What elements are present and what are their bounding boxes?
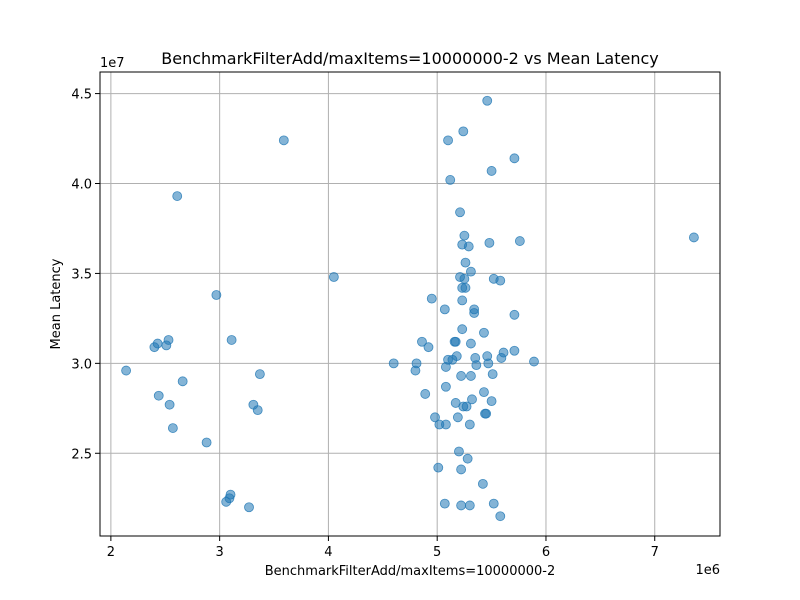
data-point (456, 500, 467, 511)
y-tick-label: 3.0 (71, 357, 92, 372)
data-point (509, 309, 520, 320)
y-axis-label: Mean Latency (49, 258, 64, 349)
data-point (450, 336, 461, 347)
scatter-points (121, 95, 699, 522)
y-tick-label: 2.5 (71, 447, 92, 462)
y-tick-label: 4.5 (71, 88, 92, 103)
data-point (328, 272, 339, 282)
data-point (420, 389, 431, 399)
data-point (254, 369, 265, 380)
data-point (388, 358, 399, 369)
data-point (443, 135, 453, 146)
data-point (167, 423, 178, 433)
x-tick-label: 5 (433, 545, 441, 560)
data-point (498, 347, 509, 358)
x-tick-label: 2 (107, 545, 115, 560)
data-point (471, 360, 482, 371)
data-point (451, 351, 462, 362)
data-point (459, 230, 470, 241)
data-point (455, 207, 465, 218)
data-point (466, 371, 476, 381)
data-point (460, 257, 471, 268)
data-point (487, 369, 498, 380)
data-point (445, 175, 456, 185)
data-point (461, 401, 472, 412)
x-axis-label: BenchmarkFilterAdd/maxItems=10000000-2 (265, 564, 556, 579)
data-point (153, 390, 164, 401)
data-point (457, 324, 468, 335)
data-point (495, 511, 506, 522)
data-point (463, 241, 474, 252)
data-point (430, 412, 440, 423)
data-point (486, 166, 497, 176)
data-point (483, 358, 494, 369)
data-point (477, 478, 488, 489)
data-point (278, 135, 289, 146)
y-tick-label: 4.0 (71, 178, 92, 193)
data-point (172, 191, 183, 201)
data-point (481, 408, 492, 419)
data-point (460, 282, 471, 293)
data-point (459, 273, 470, 284)
data-point (479, 387, 489, 398)
data-point (456, 371, 467, 381)
chart-title: BenchmarkFilterAdd/maxItems=10000000-2 v… (161, 49, 658, 68)
data-point (226, 335, 237, 345)
data-point (411, 358, 422, 369)
data-point (688, 232, 699, 243)
data-point (466, 338, 476, 349)
data-point (509, 345, 520, 356)
data-point (458, 126, 469, 137)
data-point (440, 419, 451, 430)
data-point (469, 304, 480, 315)
data-point (462, 453, 473, 464)
data-point (454, 446, 464, 457)
data-point (439, 498, 450, 509)
data-point (467, 394, 477, 405)
y-tick-label: 3.5 (71, 267, 92, 282)
x-tick-label: 6 (542, 545, 550, 560)
data-point (152, 338, 163, 349)
x-tick-label: 3 (216, 545, 224, 560)
data-point (484, 237, 495, 248)
data-point (529, 356, 539, 367)
data-point (439, 304, 450, 315)
data-point (482, 95, 493, 106)
data-point (479, 327, 489, 338)
data-point (121, 365, 132, 376)
data-point (456, 464, 467, 475)
data-point (464, 419, 475, 430)
plot-area-frame (99, 71, 721, 537)
y-axis-offset-label: 1e7 (100, 56, 125, 71)
data-point (417, 336, 427, 347)
data-point (466, 266, 476, 277)
x-tick-label: 7 (651, 545, 659, 560)
grid-lines (100, 72, 720, 536)
data-point (486, 396, 497, 407)
data-point (514, 236, 525, 246)
data-point (423, 342, 434, 353)
data-point (452, 412, 463, 423)
data-point (495, 275, 506, 286)
x-axis-ticks: 2 3 4 5 6 7 (107, 536, 659, 560)
data-point (426, 293, 437, 304)
data-point (225, 489, 236, 500)
data-point (433, 462, 444, 473)
data-point (488, 498, 499, 509)
data-point (464, 500, 475, 511)
data-point (177, 376, 188, 387)
y-axis-ticks: 2.5 3.0 3.5 4.0 4.5 (71, 88, 100, 462)
data-point (509, 153, 520, 164)
data-point (244, 502, 254, 513)
data-point (201, 437, 212, 448)
x-tick-label: 4 (324, 545, 332, 560)
data-point (163, 335, 174, 345)
data-point (211, 290, 222, 300)
data-point (440, 381, 451, 392)
data-point (457, 295, 468, 306)
data-point (252, 405, 263, 416)
data-point (164, 399, 175, 410)
x-axis-offset-label: 1e6 (695, 563, 720, 578)
